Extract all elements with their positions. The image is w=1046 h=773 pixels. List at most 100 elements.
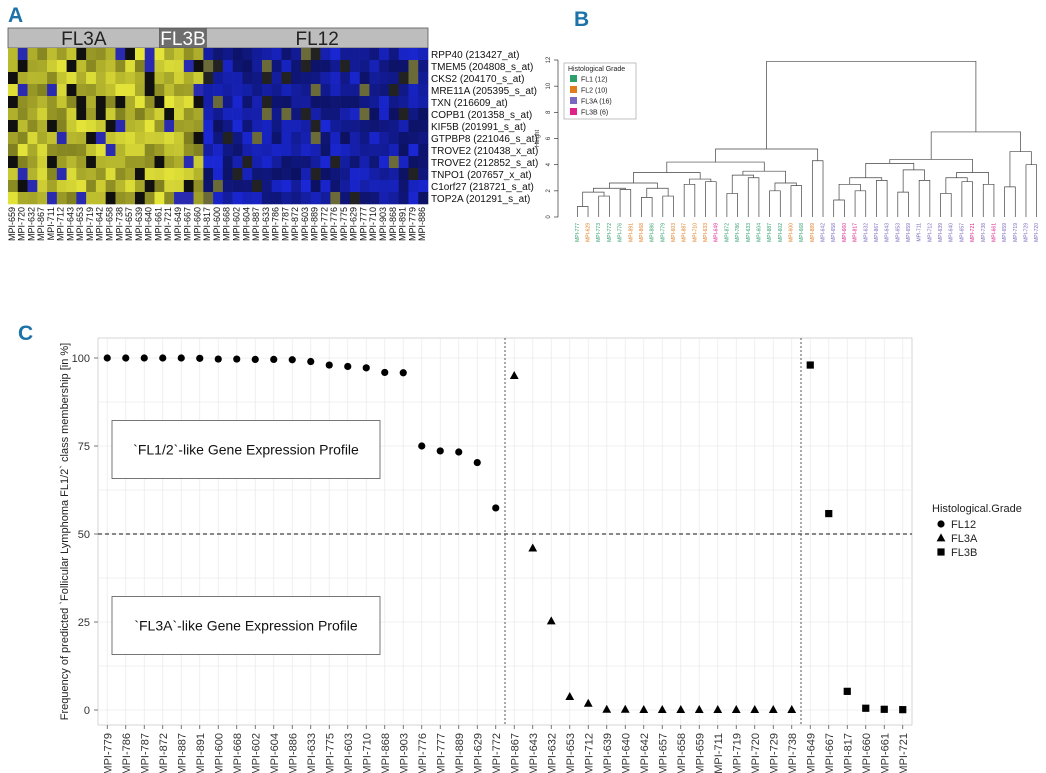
heatmap-cell [115, 180, 126, 193]
x-tick-label: MPI-633 [306, 733, 318, 773]
data-point-fl12 [344, 362, 352, 371]
heatmap-cell [193, 144, 204, 157]
heatmap-cell [252, 192, 263, 205]
heatmap-cell [369, 96, 380, 109]
heatmap-cell [281, 192, 292, 205]
heatmap-cell [320, 156, 331, 169]
heatmap-column-label: MPI-891 [398, 207, 408, 241]
heatmap-cell [134, 132, 146, 145]
legend-marker [936, 533, 946, 542]
heatmap-cell [349, 108, 360, 121]
heatmap-cell [37, 84, 48, 97]
annotation-text: `FL3A`-like Gene Expression Profile [134, 618, 358, 634]
heatmap-cell [359, 156, 370, 169]
heatmap-cell [320, 120, 331, 133]
panel-label-a: A [8, 4, 24, 27]
heatmap-cell [203, 48, 214, 61]
heatmap-cell [252, 144, 263, 157]
heatmap-cell [37, 60, 48, 73]
heatmap-column-label: MPI-867 [36, 207, 46, 241]
heatmap-cell [66, 120, 77, 133]
x-tick-label: MPI-891 [195, 733, 207, 773]
dendrogram-branch [865, 163, 915, 178]
x-tick-label: MPI-729 [768, 733, 780, 773]
legend-label: FL3B [951, 547, 977, 559]
data-point-fl3a [509, 371, 519, 379]
heatmap-cell [37, 132, 48, 145]
heatmap-cell [105, 168, 116, 181]
heatmap-cell [164, 96, 175, 109]
data-point-fl3a [676, 705, 686, 714]
heatmap-cell [154, 72, 165, 85]
heatmap-column-label: MPI-658 [105, 207, 115, 241]
heatmap-cell [174, 48, 185, 61]
heatmap-cell [164, 180, 175, 193]
heatmap-column-label: MPI-889 [310, 207, 320, 241]
annotation-box [111, 420, 381, 479]
group-header-label: FL3B [160, 29, 205, 50]
heatmap-cell [222, 84, 233, 97]
heatmap-cell [301, 156, 312, 169]
heatmap-cell [291, 132, 302, 145]
heatmap-cell [105, 120, 116, 133]
legend-swatch [570, 108, 577, 115]
y-tick-label: 10 [546, 82, 552, 89]
heatmap-cell [213, 120, 224, 133]
heatmap-cell [379, 156, 390, 169]
heatmap-cell [301, 168, 312, 181]
heatmap-cell [242, 156, 253, 169]
heatmap-cell [56, 84, 67, 97]
heatmap-cell [369, 168, 380, 181]
heatmap-cell [232, 144, 243, 157]
heatmap-cell [144, 60, 155, 73]
heatmap-cell [398, 96, 409, 109]
group-header-label: FL12 [296, 29, 339, 50]
heatmap-cell [359, 48, 370, 61]
dendrogram-branch [593, 187, 626, 193]
data-point-fl12 [122, 354, 130, 362]
data-point-fl12 [455, 448, 463, 456]
heatmap-cell [17, 72, 28, 85]
heatmap-cell [330, 96, 341, 109]
heatmap-cell [95, 72, 106, 85]
x-tick-label: MPI-632 [546, 733, 558, 773]
heatmap-cell [369, 72, 380, 85]
heatmap-cell [203, 144, 214, 157]
y-tick-label: 0 [546, 215, 552, 219]
x-tick-label: MPI-603 [343, 733, 355, 773]
y-tick-label: 75 [78, 441, 90, 453]
heatmap-column-label: MPI-872 [290, 207, 300, 241]
heatmap-cell [261, 192, 273, 205]
heatmap-column-label: MPI-787 [280, 207, 290, 241]
dendrogram-branch [902, 169, 925, 193]
heatmap-cell [183, 108, 194, 121]
heatmap-cell [330, 168, 341, 181]
heatmap-cell [86, 84, 97, 97]
heatmap-cell [408, 132, 419, 145]
heatmap-cell [271, 120, 282, 133]
data-point-fl12 [436, 447, 444, 455]
legend-label: FL12 [951, 519, 976, 531]
heatmap-cell [203, 168, 214, 181]
dendrogram-leaf-label: MPI-867 [874, 223, 880, 242]
heatmap-cell [301, 144, 312, 157]
heatmap-cell [86, 132, 97, 145]
dendrogram-branch [930, 131, 1021, 160]
heatmap-cell [76, 84, 87, 97]
heatmap-cell [115, 84, 126, 97]
heatmap-cell [144, 96, 155, 109]
heatmap-cell [271, 72, 282, 85]
heatmap-cell [174, 180, 185, 193]
dendrogram-leaf-label: MPI-659 [906, 223, 912, 242]
dendrogram-leaf-label: MPI-600 [788, 223, 794, 242]
heatmap-cell [359, 168, 370, 181]
heatmap-cell [8, 156, 19, 169]
heatmap-cell [359, 132, 370, 145]
heatmap-cell [418, 120, 429, 133]
heatmap-cell [222, 180, 233, 193]
heatmap-cell [340, 132, 351, 145]
heatmap-cell [369, 156, 380, 169]
heatmap-cell [115, 132, 126, 145]
heatmap-cell [398, 192, 409, 205]
